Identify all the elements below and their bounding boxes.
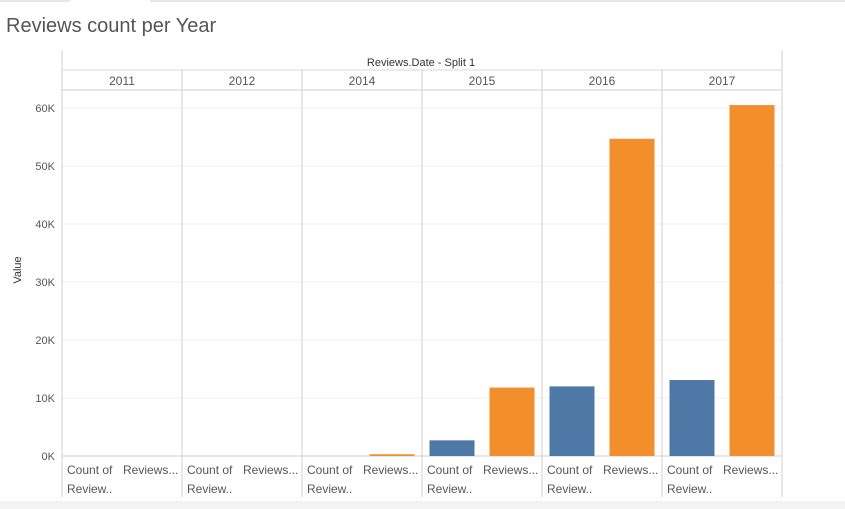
x-category-label: Reviews... [483, 463, 538, 477]
x-category-label: Count of [427, 463, 473, 477]
y-tick-label: 40K [35, 219, 55, 231]
x-category-label: Reviews... [723, 463, 778, 477]
y-tick-label: 10K [35, 393, 55, 405]
x-category-label: Count of [667, 463, 713, 477]
year-label: 2016 [589, 74, 616, 88]
x-category-label: Reviews... [243, 463, 298, 477]
x-category-label: Review.. [307, 482, 352, 496]
x-category-label: Count of [307, 463, 353, 477]
column-header: Reviews.Date - Split 1 [367, 57, 475, 69]
x-category-label: Count of [187, 463, 233, 477]
y-tick-label: 60K [35, 103, 55, 115]
x-category-label: Reviews... [123, 463, 178, 477]
x-category-label: Review.. [67, 482, 112, 496]
x-category-label: Reviews... [603, 463, 658, 477]
bar-reviews [609, 138, 655, 457]
top-rule [0, 0, 845, 2]
bar-reviews [729, 105, 775, 456]
y-tick-label: 0K [42, 451, 56, 463]
y-tick-label: 20K [35, 335, 55, 347]
bar-reviews [369, 454, 415, 456]
x-category-label: Review.. [667, 482, 712, 496]
bar-count-of-reviews [669, 380, 715, 456]
y-tick-label: 30K [35, 277, 55, 289]
x-category-label: Count of [67, 463, 113, 477]
x-category-label: Review.. [187, 482, 232, 496]
year-label: 2017 [709, 74, 736, 88]
y-tick-label: 50K [35, 161, 55, 173]
chart-title: Reviews count per Year [6, 15, 217, 37]
year-label: 2014 [349, 74, 376, 88]
x-category-label: Reviews... [363, 463, 418, 477]
x-category-label: Review.. [547, 482, 592, 496]
bottom-strip [0, 501, 845, 509]
bar-count-of-reviews [429, 440, 475, 456]
x-category-label: Count of [547, 463, 593, 477]
y-axis-label: Value [12, 256, 24, 283]
bar-count-of-reviews [549, 386, 595, 456]
year-label: 2012 [229, 74, 256, 88]
year-label: 2015 [469, 74, 496, 88]
year-label: 2011 [109, 74, 135, 88]
x-category-label: Review.. [427, 482, 472, 496]
bar-reviews [489, 387, 535, 456]
